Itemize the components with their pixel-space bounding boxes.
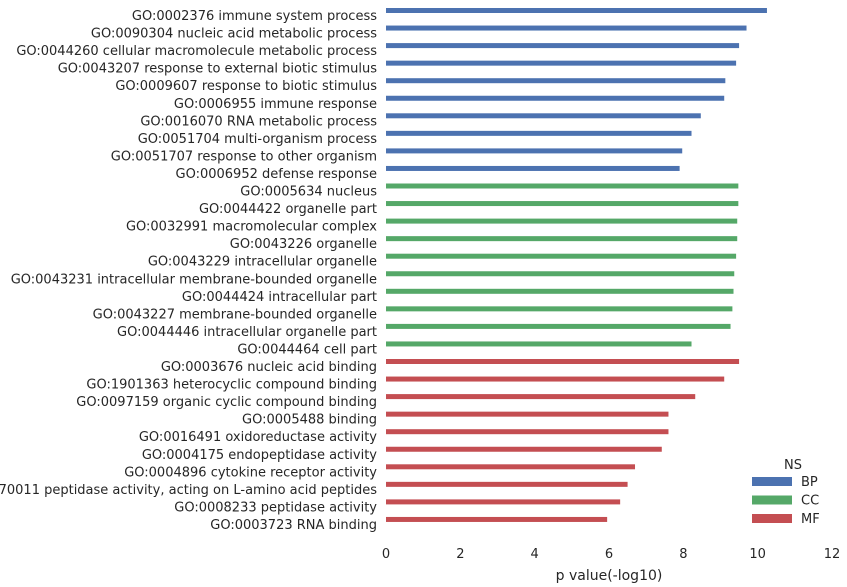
legend-swatch-mf [752,514,792,523]
x-tick-label: 10 [749,547,766,562]
bar-mf [386,359,740,364]
category-labels: GO:0002376 immune system process GO:00903… [0,9,377,533]
bar-mf [386,481,628,487]
category-label: GO:0043226 organelle [230,237,377,252]
category-label: GO:0005488 binding [242,413,377,428]
category-label: GO:0051704 multi-organism process [138,132,378,147]
legend-title: NS [784,458,802,473]
bar-bp [386,8,767,13]
category-label: GO:0009607 response to biotic stimulus [115,79,377,94]
category-label: GO:0032991 macromolecular complex [126,220,377,235]
category-label: GO:0004896 cytokine receptor activity [124,465,377,480]
bar-mf [386,446,662,452]
category-label: GO:0004175 endopeptidase activity [142,448,377,463]
category-label: GO:0043227 membrane-bounded organelle [93,307,377,322]
bar-bp [386,25,747,31]
bar-bp [386,78,726,84]
bar-mf [386,429,669,435]
bar-cc [386,201,739,207]
category-label: GO:0090304 nucleic acid metabolic proces… [91,27,377,42]
bar-mf [386,516,608,522]
category-label: GO:0016070 RNA metabolic process [140,114,377,129]
bar-bp [386,60,737,66]
bar-cc [386,306,733,312]
bar-cc [386,271,735,277]
category-label: GO:0044422 organelle part [199,202,377,217]
bar-cc [386,341,692,347]
category-label: GO:0002376 immune system process [132,9,377,24]
bar-bp [386,43,740,49]
category-label: GO:0044260 cellular macromolecule metabo… [16,44,377,59]
category-label: GO:0006955 immune response [174,97,377,112]
x-tick-label: 4 [531,547,539,562]
category-label: GO:0005634 nucleus [240,185,377,200]
bar-cc [386,236,738,242]
bar-cc [386,323,731,329]
x-tick-label: 8 [679,547,687,562]
legend-swatch-bp [752,477,792,486]
bar-cc [386,183,739,189]
bar-bp [386,130,692,136]
bar-cc [386,218,738,224]
category-label: GO:0043229 intracellular organelle [148,255,377,270]
category-label: GO:0043231 intracellular membrane-bounde… [11,272,377,287]
category-label: GO:0016491 oxidoreductase activity [139,430,377,445]
legend-label-mf: MF [801,512,820,527]
category-label: GO:0043207 response to external biotic s… [58,62,378,77]
category-label: GO:0070011 peptidase activity, acting on… [0,483,377,498]
bar-bp [386,95,725,101]
x-axis-title: p value(-log10) [556,568,663,584]
legend-swatch-cc [752,495,792,505]
x-axis: 0 2 4 6 8 10 12 [382,547,840,562]
bar-mf [386,376,725,382]
bars [386,8,767,522]
bar-mf [386,499,621,505]
category-label: GO:0044446 intracellular organelle part [117,325,377,340]
bar-mf [386,411,669,417]
x-tick-label: 2 [456,547,464,562]
bar-mf [386,464,636,470]
category-label: GO:0003676 nucleic acid binding [161,360,377,375]
x-tick-label: 6 [605,547,613,562]
bar-bp [386,113,701,119]
x-tick-label: 0 [382,547,390,562]
category-label: GO:1901363 heterocyclic compound binding [86,378,377,393]
bar-bp [386,165,680,171]
bar-cc [386,288,734,294]
category-label: GO:0008233 peptidase activity [174,500,377,515]
category-label: GO:0051707 response to other organism [111,149,377,164]
category-label: GO:0097159 organic cyclic compound bindi… [76,395,377,410]
category-label: GO:0003723 RNA binding [210,518,377,533]
x-tick-label: 12 [824,547,841,562]
bar-mf [386,394,696,400]
bar-cc [386,253,737,259]
category-label: GO:0044464 cell part [237,342,377,357]
legend-label-cc: CC [801,494,819,509]
legend: NS BP CC MF [752,458,820,527]
category-label: GO:0044424 intracellular part [182,290,377,305]
bar-bp [386,148,683,154]
category-label: GO:0006952 defense response [176,167,378,182]
legend-label-bp: BP [801,475,818,490]
